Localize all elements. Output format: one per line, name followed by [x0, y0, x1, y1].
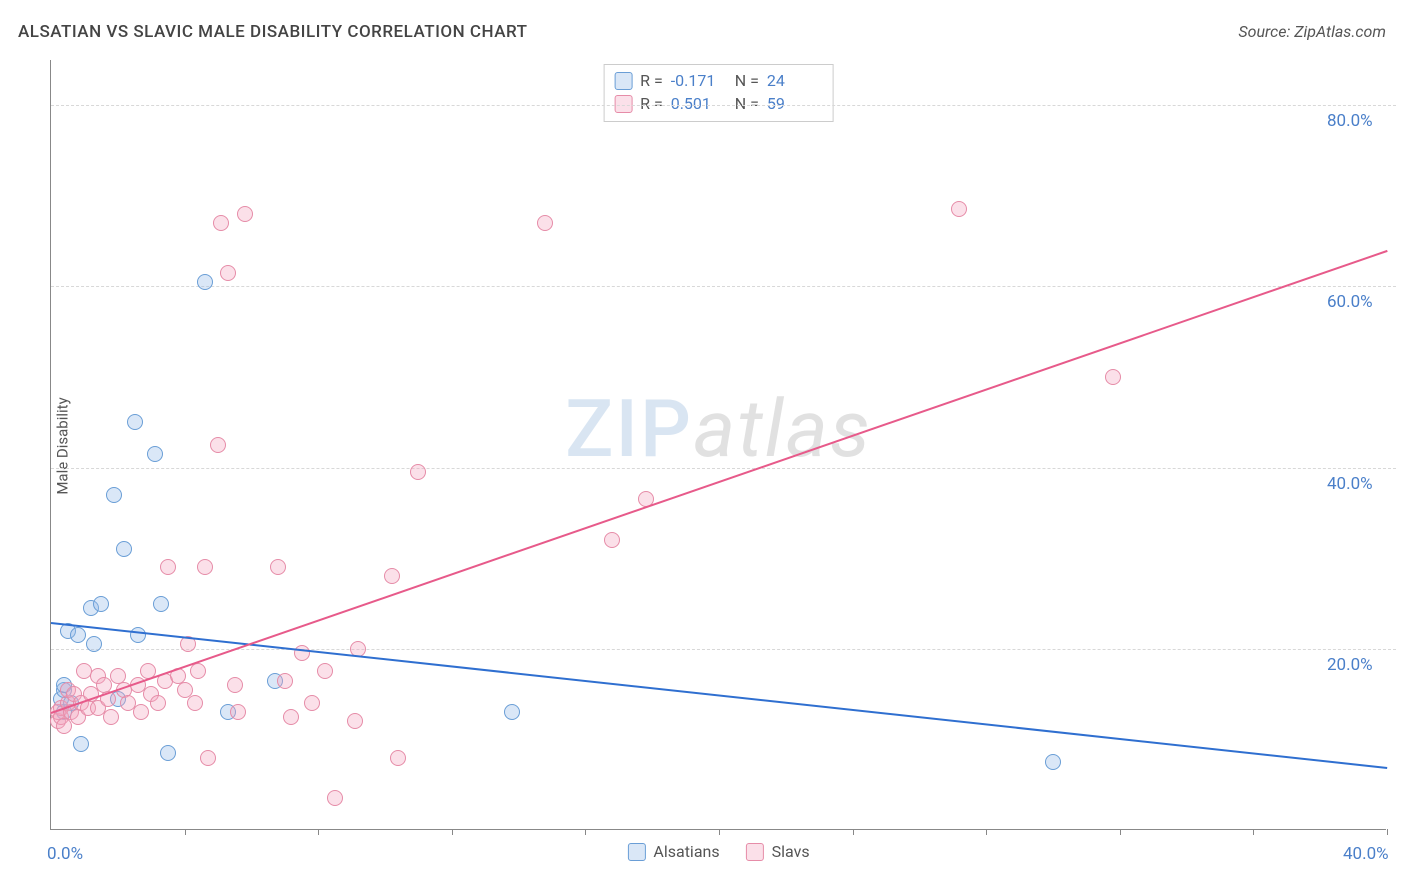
- alsatians-point: [504, 704, 520, 720]
- stats-row-alsatians: R = -0.171 N = 24: [614, 69, 823, 92]
- slavs-point: [317, 663, 333, 679]
- alsatians-point: [130, 627, 146, 643]
- slavs-swatch: [746, 843, 764, 861]
- chart-title: ALSATIAN VS SLAVIC MALE DISABILITY CORRE…: [18, 22, 527, 42]
- watermark-atlas: atlas: [693, 382, 872, 476]
- x-tick: [185, 829, 186, 835]
- slavs-point: [133, 704, 149, 720]
- n-value: 59: [767, 94, 823, 113]
- slavs-point: [150, 695, 166, 711]
- x-tick: [318, 829, 319, 835]
- slavs-point: [230, 704, 246, 720]
- gridline: [51, 105, 1396, 106]
- x-tick: [1253, 829, 1254, 835]
- x-tick: [1387, 829, 1388, 835]
- alsatians-point: [116, 541, 132, 557]
- slavs-point: [277, 673, 293, 689]
- n-value: 24: [767, 71, 823, 90]
- series-legend: Alsatians Slavs: [627, 842, 809, 861]
- slavs-point: [604, 532, 620, 548]
- slavs-point: [304, 695, 320, 711]
- slavs-point: [390, 750, 406, 766]
- slavs-point: [220, 265, 236, 281]
- x-tick: [585, 829, 586, 835]
- slavs-point: [227, 677, 243, 693]
- alsatians-swatch: [614, 72, 632, 90]
- gridline: [51, 649, 1396, 650]
- r-label: R =: [640, 71, 663, 90]
- x-tick: [452, 829, 453, 835]
- correlation-stats-box: R = -0.171 N = 24 R = 0.501 N = 59: [603, 64, 834, 122]
- alsatians-point: [106, 487, 122, 503]
- x-tick: [986, 829, 987, 835]
- y-tick-label: 60.0%: [1327, 292, 1373, 312]
- slavs-point: [190, 663, 206, 679]
- slavs-point: [327, 790, 343, 806]
- slavs-point: [384, 568, 400, 584]
- alsatians-point: [70, 627, 86, 643]
- x-tick: [719, 829, 720, 835]
- alsatians-point: [160, 745, 176, 761]
- x-tick: [853, 829, 854, 835]
- r-value: 0.501: [671, 94, 727, 113]
- y-tick-label: 80.0%: [1327, 111, 1373, 131]
- slavs-point: [1105, 369, 1121, 385]
- y-tick-label: 40.0%: [1327, 474, 1373, 494]
- slavs-point: [951, 201, 967, 217]
- slavs-point: [200, 750, 216, 766]
- slavs-point: [537, 215, 553, 231]
- r-label: R =: [640, 94, 663, 113]
- gridline: [51, 468, 1396, 469]
- legend-item-slavs: Slavs: [746, 842, 810, 861]
- slavs-trend-line: [51, 250, 1388, 714]
- r-value: -0.171: [671, 71, 727, 90]
- n-label: N =: [735, 94, 759, 113]
- alsatians-point: [127, 414, 143, 430]
- slavs-point: [197, 559, 213, 575]
- legend-label: Slavs: [772, 842, 810, 861]
- x-tick-label: 0.0%: [47, 844, 83, 864]
- alsatians-swatch: [627, 843, 645, 861]
- x-tick: [1120, 829, 1121, 835]
- alsatians-point: [86, 636, 102, 652]
- legend-item-alsatians: Alsatians: [627, 842, 719, 861]
- alsatians-point: [147, 446, 163, 462]
- slavs-swatch: [614, 95, 632, 113]
- slavs-point: [210, 437, 226, 453]
- watermark: ZIPatlas: [565, 382, 872, 476]
- slavs-point: [237, 206, 253, 222]
- watermark-zip: ZIP: [565, 382, 693, 476]
- legend-label: Alsatians: [653, 842, 719, 861]
- y-tick-label: 20.0%: [1327, 655, 1373, 675]
- slavs-point: [283, 709, 299, 725]
- gridline: [51, 286, 1396, 287]
- alsatians-point: [197, 274, 213, 290]
- alsatians-point: [153, 596, 169, 612]
- slavs-point: [410, 464, 426, 480]
- x-tick-label: 40.0%: [1343, 844, 1389, 864]
- alsatians-point: [73, 736, 89, 752]
- stats-row-slavs: R = 0.501 N = 59: [614, 92, 823, 115]
- alsatians-point: [93, 596, 109, 612]
- slavs-point: [187, 695, 203, 711]
- scatter-plot-area: ZIPatlas R =-0.171N =24R =0.501N =59 Als…: [50, 60, 1386, 830]
- alsatians-point: [1045, 754, 1061, 770]
- n-label: N =: [735, 71, 759, 90]
- slavs-point: [347, 713, 363, 729]
- slavs-point: [213, 215, 229, 231]
- slavs-point: [270, 559, 286, 575]
- slavs-point: [160, 559, 176, 575]
- slavs-point: [103, 709, 119, 725]
- source-attribution: Source: ZipAtlas.com: [1238, 22, 1386, 41]
